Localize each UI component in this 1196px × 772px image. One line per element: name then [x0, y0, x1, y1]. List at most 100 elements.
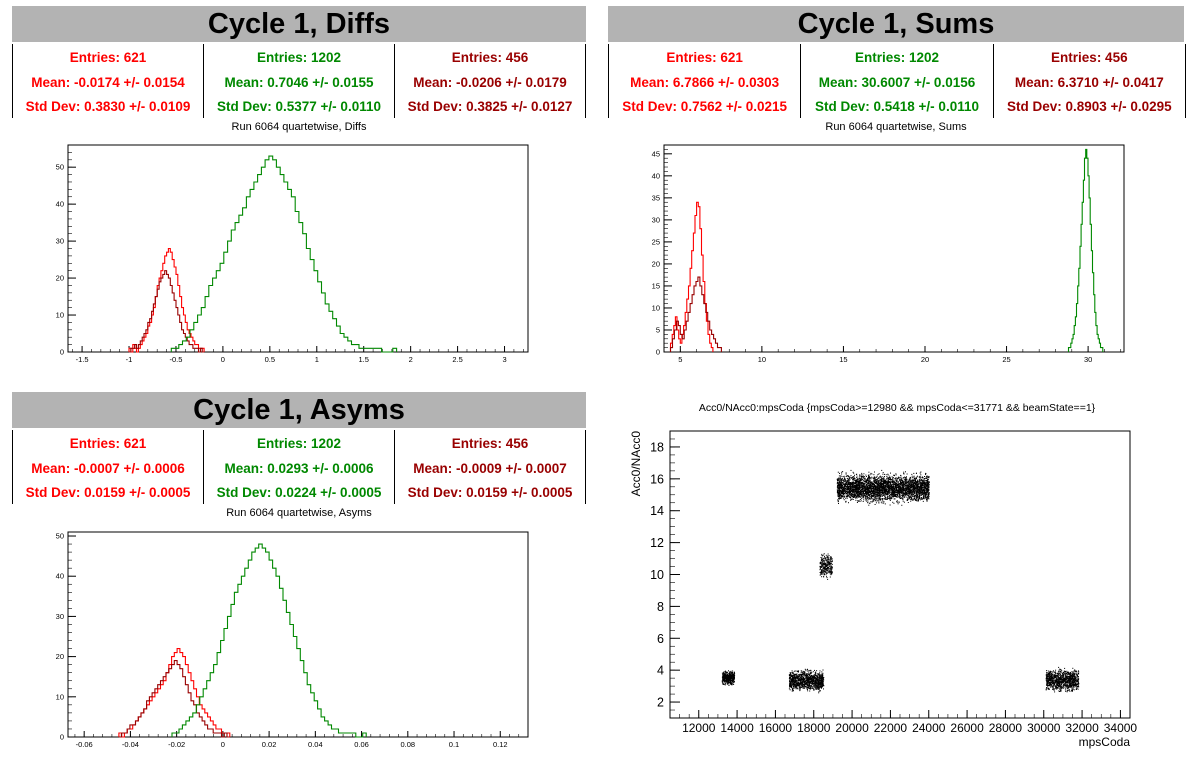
scatter-point	[854, 483, 856, 485]
scatter-point	[887, 476, 889, 478]
scatter-point	[878, 498, 880, 500]
y-tick-label: 40	[56, 200, 64, 209]
scatter-point	[804, 668, 806, 670]
scatter-point	[924, 488, 926, 490]
scatter-point	[807, 680, 809, 681]
scatter-point	[801, 673, 803, 675]
scatter-point	[795, 674, 797, 676]
scatter-point	[849, 476, 851, 478]
scatter-point	[884, 493, 886, 494]
scatter-point	[794, 674, 796, 676]
scatter-point	[789, 678, 791, 680]
scatter-point	[823, 560, 825, 561]
scatter-point	[798, 674, 800, 676]
scatter-point	[922, 496, 924, 498]
scatter-point	[851, 498, 853, 500]
scatter-point	[889, 491, 891, 493]
scatter-point	[722, 679, 724, 681]
scatter-point	[890, 477, 891, 479]
scatter-point	[845, 496, 847, 498]
scatter-point	[848, 483, 850, 485]
scatter-point	[810, 673, 812, 674]
scatter-point	[732, 677, 734, 679]
scatter-point	[838, 481, 840, 483]
scatter-point	[838, 503, 839, 504]
scatter-point	[811, 675, 813, 677]
scatter-point	[875, 486, 877, 488]
scatter-point	[912, 482, 914, 484]
scatter-point	[791, 672, 793, 674]
scatter-point	[865, 497, 867, 499]
scatter-point	[910, 495, 912, 497]
scatter-point	[877, 495, 878, 497]
scatter-point	[915, 499, 917, 500]
scatter-point	[899, 488, 901, 490]
scatter-point	[727, 682, 728, 684]
scatter-point	[826, 568, 828, 570]
scatter-point	[919, 498, 920, 500]
scatter-point	[860, 488, 862, 490]
scatter-point	[906, 488, 908, 490]
scatter-point	[923, 498, 925, 499]
scatter-point	[823, 562, 825, 564]
scatter-point	[827, 570, 829, 572]
scatter-point	[826, 565, 828, 567]
scatter-point	[819, 562, 821, 564]
y-tick-label: 5	[656, 325, 660, 334]
scatter-point	[725, 678, 727, 680]
scatter-point	[852, 489, 854, 491]
scatter-point	[816, 686, 818, 688]
scatter-point	[881, 477, 883, 479]
scatter-point	[809, 675, 811, 676]
scatter-point	[900, 497, 902, 499]
y-tick-label: 0	[656, 348, 660, 357]
scatter-point	[824, 564, 826, 566]
plot-frame	[669, 430, 1131, 719]
asyms-stats-red: Entries: 621 Mean: -0.0007 +/- 0.0006 St…	[13, 430, 203, 504]
scatter-point	[733, 679, 734, 681]
scatter-point	[847, 492, 849, 494]
scatter-point	[852, 477, 854, 479]
scatter-point	[894, 498, 896, 500]
scatter-point	[878, 494, 880, 496]
scatter-point	[797, 682, 799, 684]
scatter-point	[816, 677, 818, 678]
scatter-point	[867, 474, 869, 476]
scatter-point	[877, 482, 879, 484]
scatter-point	[870, 487, 872, 489]
scatter-point	[808, 688, 810, 690]
x-tick-label: 24000	[912, 721, 946, 735]
scatter-point	[911, 483, 913, 485]
scatter-point	[839, 497, 841, 499]
scatter-point	[920, 493, 922, 495]
scatter-point	[722, 683, 723, 685]
scatter-point	[880, 481, 882, 483]
scatter-point	[822, 680, 824, 682]
stddev-label: Std Dev: 0.3830 +/- 0.0109	[25, 99, 191, 114]
scatter-point	[903, 490, 905, 492]
scatter-point	[823, 572, 825, 574]
scatter-point	[894, 488, 896, 490]
scatter-point	[856, 486, 858, 488]
scatter-point	[808, 685, 810, 687]
scatter-point	[731, 676, 733, 678]
scatter-point	[818, 674, 820, 676]
scatter-point	[868, 498, 870, 500]
histogram-series-red	[128, 247, 205, 353]
scatter-point	[815, 680, 817, 682]
scatter-point	[911, 489, 912, 491]
scatter-point	[727, 673, 729, 675]
scatter-point	[857, 493, 859, 495]
scatter-point	[862, 475, 863, 477]
scatter-point	[821, 562, 823, 564]
scatter-point	[823, 571, 825, 572]
scatter-point	[917, 496, 919, 498]
scatter-point	[870, 486, 872, 488]
scatter-point	[917, 489, 919, 491]
scatter-point	[891, 493, 893, 495]
scatter-point	[841, 481, 843, 483]
histogram-series-darkred	[669, 276, 722, 352]
scatter-point	[900, 488, 901, 490]
scatter-point	[721, 681, 723, 683]
scatter-point	[922, 482, 924, 484]
